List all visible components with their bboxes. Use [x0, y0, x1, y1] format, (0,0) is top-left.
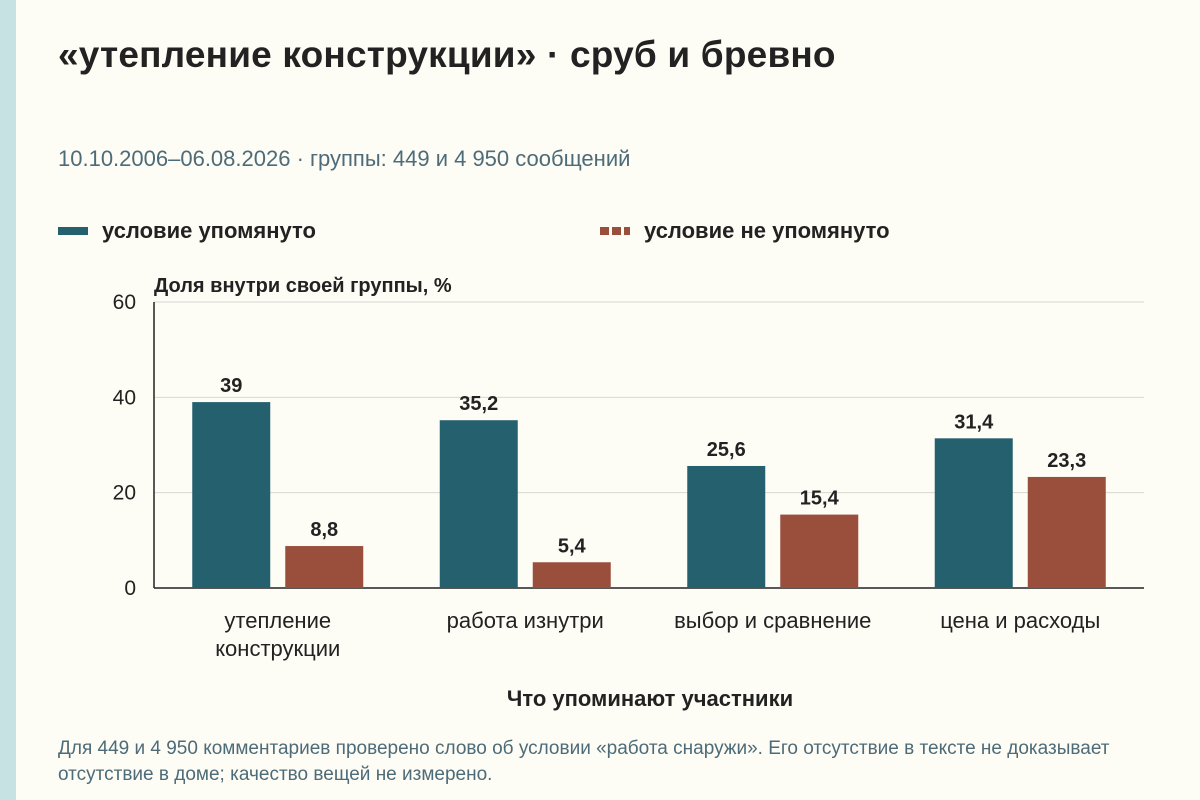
chart-title: «утепление конструкции» · сруб и бревно — [58, 34, 836, 75]
x-tick-label: выбор и сравнение — [674, 608, 871, 633]
y-tick-label: 0 — [124, 577, 136, 600]
data-label: 5,4 — [558, 535, 587, 557]
x-tick-label: работа изнутри — [447, 608, 604, 633]
bar-mentioned — [687, 465, 766, 588]
y-tick-label: 60 — [113, 291, 136, 314]
legend-swatch-mentioned — [58, 227, 88, 235]
y-axis-title: Доля внутри своей группы, % — [154, 275, 452, 297]
x-axis-title: Что упоминают участники — [506, 686, 794, 711]
x-tick-label: цена и расходы — [940, 608, 1100, 633]
bar-not-mentioned — [780, 514, 859, 588]
y-tick-label: 20 — [113, 482, 136, 505]
x-tick-label: конструкции — [215, 636, 340, 661]
legend-label-mentioned: условие упомянуто — [102, 218, 316, 243]
left-accent-strip — [0, 0, 16, 800]
bar-mentioned — [192, 402, 271, 588]
data-label: 35,2 — [459, 393, 498, 415]
bar-not-mentioned — [1027, 476, 1106, 588]
y-tick-label: 40 — [113, 386, 136, 409]
legend-item-not-mentioned: условие не упомянуто — [600, 218, 890, 244]
data-label: 8,8 — [310, 519, 338, 541]
bar-mentioned — [439, 420, 518, 588]
bar-not-mentioned — [285, 546, 364, 588]
legend-label-not-mentioned: условие не упомянуто — [644, 218, 890, 243]
bar-mentioned — [934, 438, 1013, 588]
data-label: 23,3 — [1047, 450, 1086, 472]
footnote: Для 449 и 4 950 комментариев проверено с… — [58, 738, 1110, 785]
data-label: 25,6 — [707, 439, 746, 461]
legend-swatch-not-mentioned — [600, 227, 630, 235]
data-label: 39 — [220, 375, 242, 397]
data-label: 31,4 — [954, 411, 994, 433]
data-label: 15,4 — [800, 488, 840, 510]
legend-item-mentioned: условие упомянуто — [58, 218, 316, 244]
chart-subtitle: 10.10.2006–06.08.2026 · группы: 449 и 4 … — [58, 146, 631, 171]
x-axis-title-wrap: Что упоминают участники — [0, 686, 1200, 712]
bar-not-mentioned — [532, 562, 611, 588]
x-tick-label: утепление — [224, 608, 331, 633]
